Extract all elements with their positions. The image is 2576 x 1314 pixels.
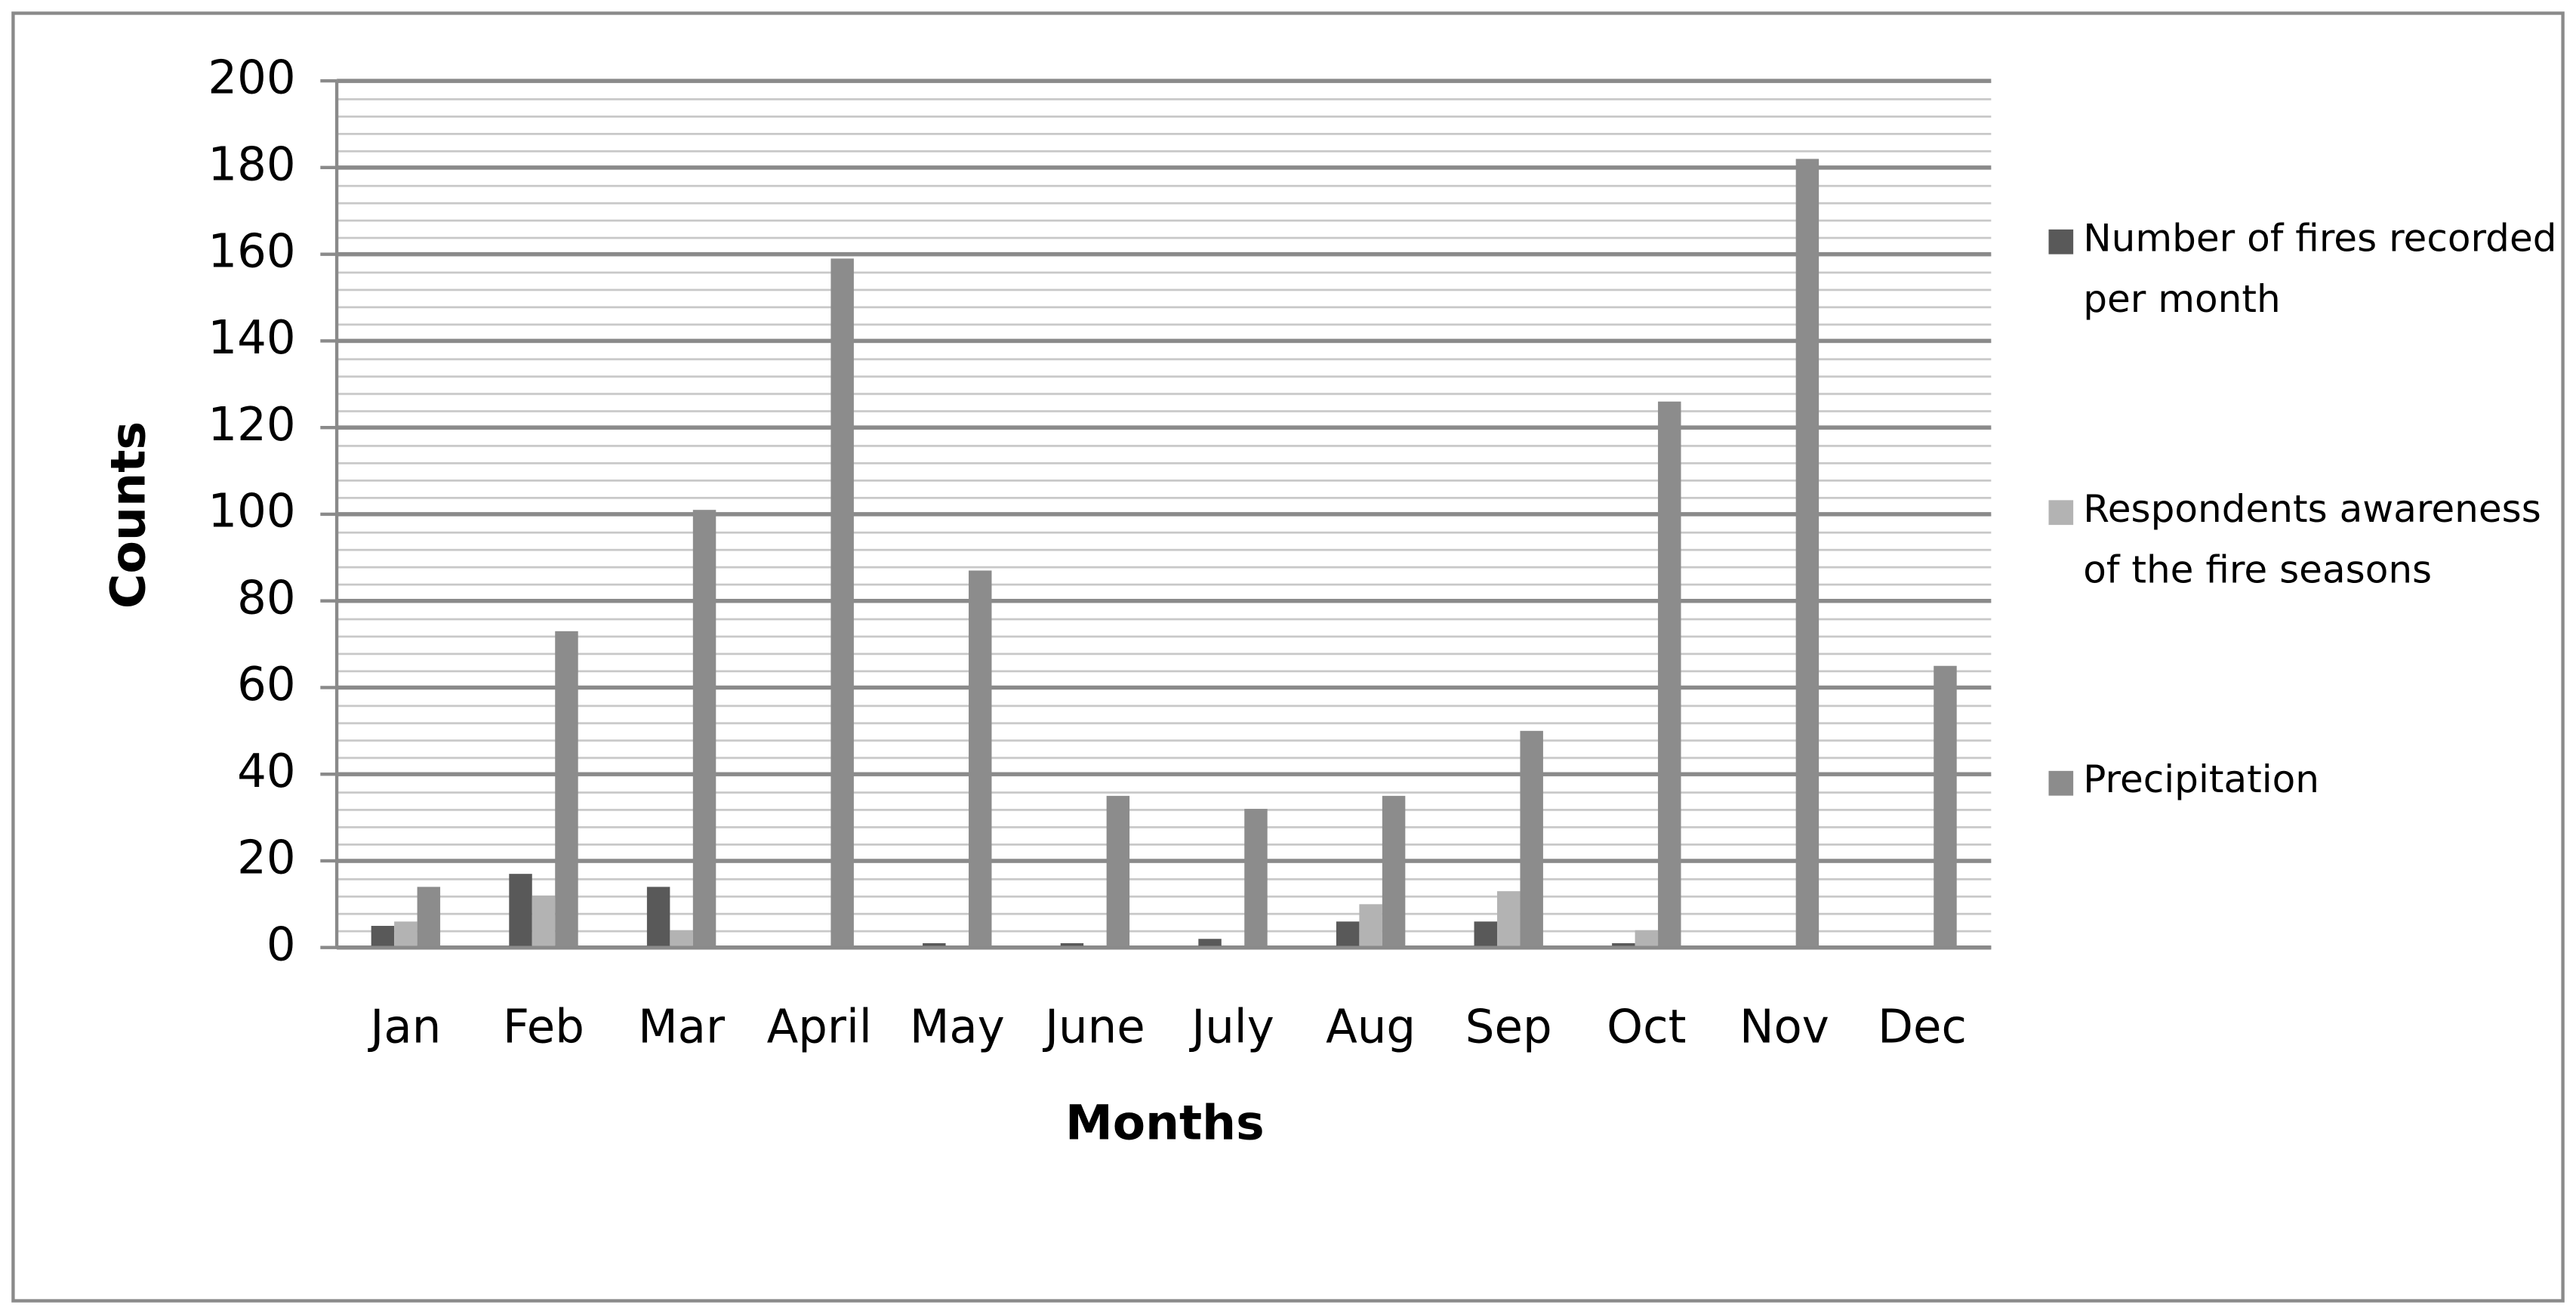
bar: [1795, 159, 1820, 948]
bar: [1382, 795, 1406, 948]
y-tick-label: 80: [237, 571, 296, 625]
bar: [692, 510, 716, 948]
legend-label: Number of fires recorded per month: [2083, 217, 2557, 322]
legend-label-box: Number of fires recorded per month: [2083, 217, 2557, 322]
legend-label-box: Respondents awareness of the fire season…: [2083, 489, 2541, 593]
grid: [337, 79, 1992, 950]
bar: [969, 570, 992, 948]
x-tick-label: Nov: [1739, 1001, 1829, 1054]
bar: [670, 930, 693, 948]
x-tick-label: Oct: [1607, 1001, 1686, 1054]
bar: [1934, 665, 1957, 948]
bar: [830, 258, 854, 948]
legend-swatch: [2048, 500, 2074, 526]
axes: 0 20 40 60 80 100 120 140 160 180 200 Jan Feb Mar Apri…: [208, 51, 1992, 1054]
legend-label: Precipitation: [2083, 759, 2320, 803]
bars: [371, 159, 1957, 948]
legend-swatch: [2048, 229, 2074, 254]
bar: [1106, 795, 1130, 948]
y-tick-label: 140: [208, 311, 295, 365]
bar: [923, 942, 946, 948]
x-tick-label: April: [767, 1001, 872, 1054]
bar: [1359, 904, 1382, 948]
bar: [394, 921, 418, 948]
legend-swatch: [2048, 770, 2074, 796]
bar: [1658, 401, 1681, 948]
bar: [417, 887, 441, 948]
y-tick-label: 60: [237, 658, 296, 711]
y-axis-title: Counts: [100, 421, 156, 609]
x-tick-label: July: [1188, 1001, 1274, 1054]
x-tick-label: May: [910, 1001, 1005, 1054]
bar: [532, 895, 556, 948]
bar: [1474, 921, 1497, 948]
x-tick-label: Feb: [503, 1001, 584, 1054]
x-tick-label: Aug: [1326, 1001, 1416, 1054]
bar: [509, 874, 532, 948]
y-tick-label: 200: [208, 51, 295, 105]
bar: [1198, 939, 1222, 948]
x-tick-label: Sep: [1465, 1001, 1552, 1054]
bar: [1060, 942, 1084, 948]
bar: [1244, 809, 1268, 948]
bar: [1336, 921, 1360, 948]
y-tick-label: 100: [208, 484, 295, 538]
bar: [646, 887, 670, 948]
y-tick-label: 120: [208, 398, 295, 452]
legend-label-box: Precipitation: [2083, 759, 2320, 803]
bar: [371, 926, 395, 948]
bar: [555, 631, 578, 948]
y-tick-label: 0: [267, 918, 296, 971]
bar: [1612, 942, 1635, 948]
bar: [1520, 730, 1543, 948]
y-tick-label: 180: [208, 137, 295, 191]
y-tick-label: 40: [237, 745, 296, 798]
legend: Number of fires recorded per month Respon…: [2048, 217, 2557, 803]
x-tick-label: Mar: [638, 1001, 726, 1054]
x-tick-label: Jan: [367, 1001, 441, 1054]
x-tick-label: June: [1042, 1001, 1145, 1054]
bar: [1635, 930, 1659, 948]
x-tick-label: Dec: [1878, 1001, 1967, 1054]
x-axis-title: Months: [1065, 1094, 1265, 1150]
legend-label: Respondents awareness of the fire season…: [2083, 489, 2541, 593]
bar: [1496, 891, 1521, 948]
y-tick-label: 160: [208, 224, 295, 278]
y-tick-label: 20: [237, 831, 296, 884]
